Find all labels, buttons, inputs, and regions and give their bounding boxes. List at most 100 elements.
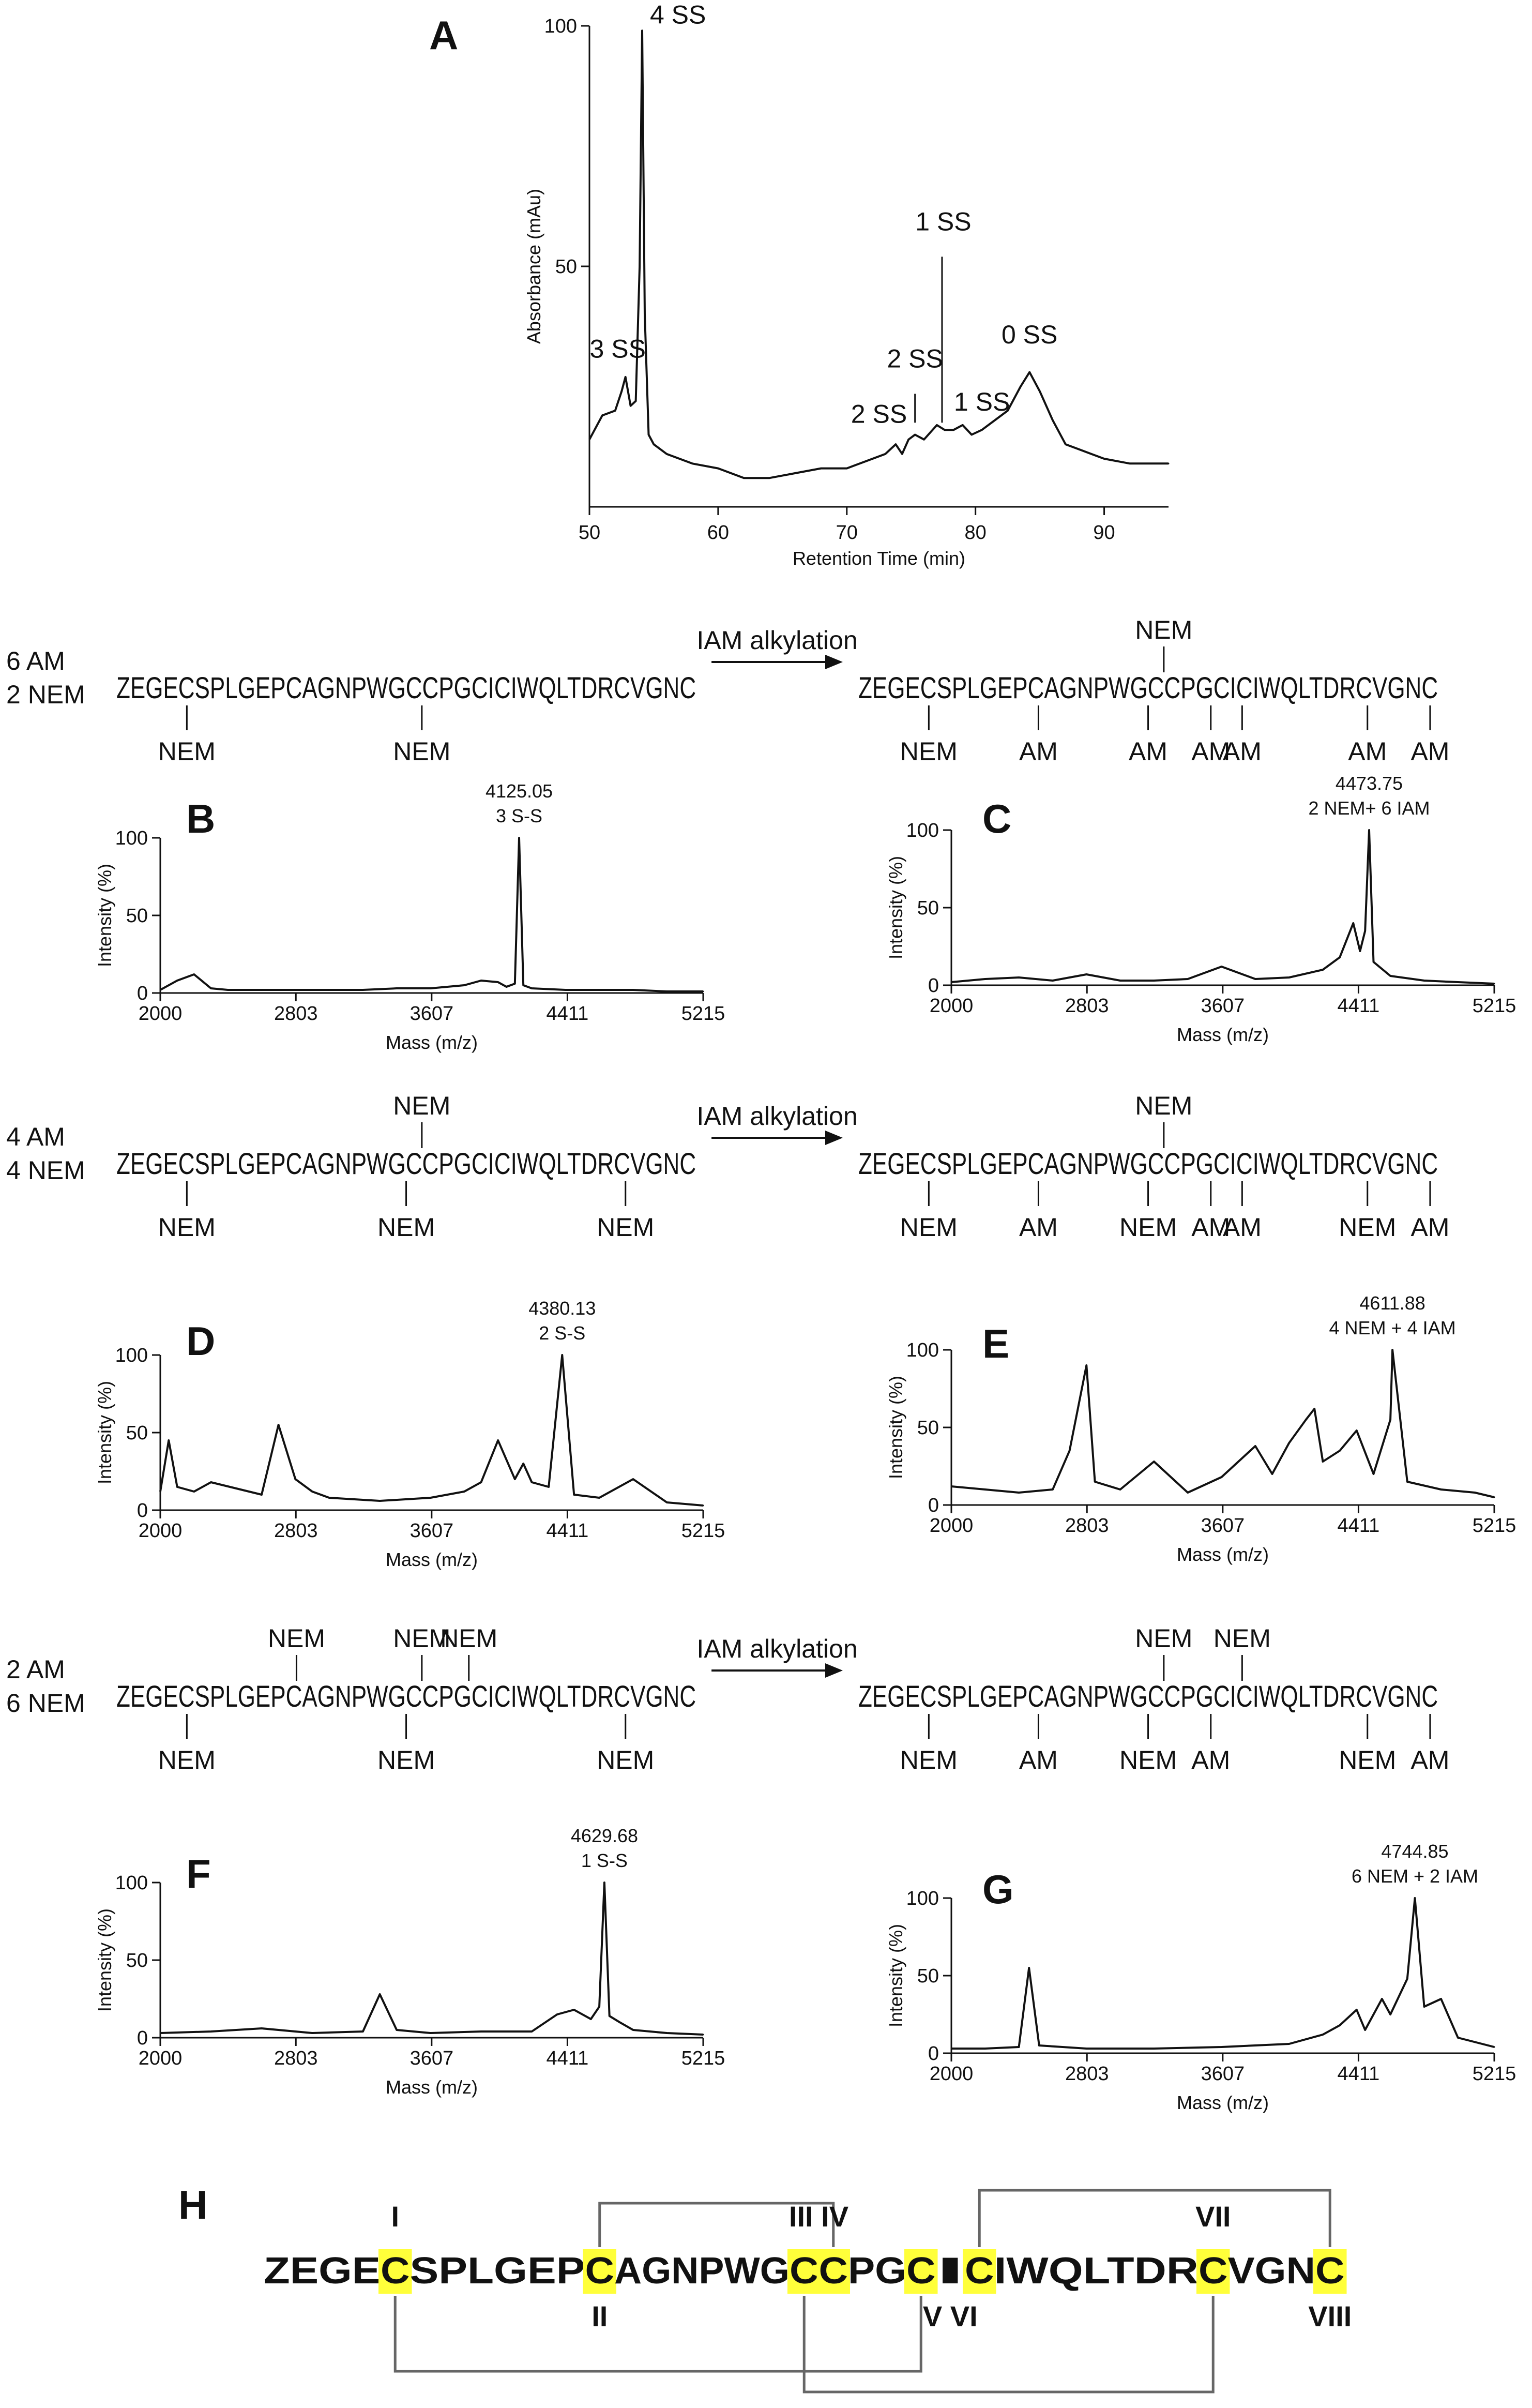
- y-tick-label-g: 100: [906, 1888, 939, 1909]
- panel-letter-h: H: [178, 2182, 207, 2228]
- data-point-a: [846, 468, 848, 470]
- cysteine-highlight: [1196, 2249, 1230, 2294]
- modification-label: NEM: [1119, 1745, 1177, 1774]
- data-point-g: [1085, 2048, 1087, 2050]
- x-tick-label-e: 5215: [1473, 1515, 1516, 1537]
- data-point-g: [1493, 2046, 1495, 2048]
- data-point-f: [210, 2030, 212, 2033]
- x-tick-label-f: 5215: [681, 2048, 725, 2069]
- data-point-b: [430, 987, 432, 989]
- data-point-a: [794, 472, 796, 474]
- series-line-d: [159, 1354, 704, 1507]
- nem-count-label: 6 NEM: [6, 1689, 85, 1718]
- data-point-f: [666, 2032, 668, 2034]
- data-point-f: [531, 2030, 533, 2033]
- data-point-b: [702, 990, 704, 992]
- series-line-f: [160, 1882, 704, 2036]
- data-point-e: [1069, 1450, 1071, 1452]
- peak-mass-label-c: 4473.75: [1336, 773, 1403, 794]
- x-tick-label-c: 3607: [1201, 995, 1245, 1017]
- data-point-a: [647, 434, 649, 435]
- data-point-g: [950, 2048, 952, 2050]
- y-tick-label-e: 100: [906, 1340, 939, 1361]
- data-point-a: [588, 439, 590, 441]
- data-point-e: [1356, 1429, 1358, 1432]
- x-tick-label-f: 3607: [410, 2048, 454, 2069]
- data-point-a: [894, 443, 897, 445]
- alkylation-arrowhead: [825, 655, 843, 669]
- x-tick-label-g: 2803: [1065, 2063, 1109, 2085]
- x-axis-label-d: Mass (m/z): [386, 1549, 478, 1570]
- y-tick-label-b: 0: [137, 983, 148, 1004]
- panel-letter-a: A: [429, 12, 458, 58]
- data-point-d: [598, 1497, 600, 1499]
- data-point-d: [168, 1439, 170, 1441]
- modification-label: NEM: [1135, 1624, 1192, 1653]
- data-point-g: [1423, 2006, 1425, 2008]
- data-point-d: [193, 1491, 195, 1493]
- sequence-segment: I: [936, 2250, 965, 2292]
- data-point-c: [1493, 983, 1495, 985]
- data-point-c: [1359, 950, 1361, 952]
- x-tick-label-a: 60: [707, 522, 729, 544]
- cysteine-residue: C: [819, 2250, 848, 2292]
- data-point-b: [396, 987, 398, 989]
- y-tick-label-c: 0: [928, 975, 939, 997]
- disulfide-bond-i-v: [393, 2296, 922, 2373]
- data-point-b: [227, 989, 229, 991]
- data-point-g: [1381, 1998, 1383, 2000]
- y-axis-label-c: Intensity (%): [885, 856, 906, 959]
- cysteine-residue: C: [906, 2250, 936, 2292]
- data-point-c: [1352, 922, 1354, 924]
- x-tick-label-c: 2000: [930, 995, 974, 1017]
- x-tick-label-b: 2803: [274, 1003, 318, 1025]
- data-point-a: [944, 429, 946, 431]
- data-point-e: [950, 1485, 952, 1487]
- x-axis-label-c: Mass (m/z): [1177, 1024, 1269, 1045]
- data-point-a: [1052, 419, 1054, 422]
- peptide-sequence-right: ZEGECSPLGEPCAGNPWGCCPGCICIWQLTDRCVGNC: [858, 671, 1438, 705]
- data-point-a: [653, 443, 655, 445]
- data-point-a: [665, 453, 668, 455]
- cysteine-highlight: [816, 2249, 850, 2294]
- data-point-e: [1271, 1473, 1273, 1475]
- series-line-e: [951, 1349, 1495, 1498]
- peak-annotation-g: 6 NEM + 2 IAM: [1352, 1865, 1478, 1887]
- modification-label: AM: [1019, 1213, 1058, 1242]
- peak-annotation-a: 1 SS: [954, 387, 1010, 416]
- modification-label: AM: [1223, 737, 1262, 766]
- modification-label: NEM: [900, 737, 958, 766]
- x-axis-label-g: Mass (m/z): [1177, 2092, 1269, 2113]
- modification-label: NEM: [377, 1213, 435, 1242]
- data-point-f: [702, 2034, 704, 2036]
- modification-label: AM: [1410, 1213, 1449, 1242]
- data-point-d: [328, 1497, 330, 1499]
- data-point-d: [548, 1486, 550, 1488]
- cysteine-numeral: VIII: [1308, 2300, 1352, 2332]
- cysteine-residue: C: [1199, 2250, 1228, 2292]
- data-point-e: [1389, 1419, 1391, 1421]
- data-point-f: [396, 2029, 398, 2031]
- disulfide-bond-iii-vii: [802, 2296, 1215, 2394]
- x-tick-label-e: 2803: [1065, 1515, 1109, 1537]
- series-line-b: [160, 837, 703, 992]
- modification-label: AM: [1019, 737, 1058, 766]
- peak-annotation-b: 3 S-S: [496, 805, 542, 826]
- data-point-f: [480, 2030, 482, 2033]
- modification-label: NEM: [1135, 1091, 1192, 1120]
- panel-letter-b: B: [186, 796, 215, 841]
- data-point-a: [994, 419, 996, 422]
- data-point-e: [1153, 1461, 1155, 1463]
- data-point-d: [159, 1491, 161, 1493]
- data-point-e: [1221, 1476, 1223, 1478]
- data-point-a: [743, 477, 745, 479]
- x-tick-label-g: 5215: [1473, 2063, 1516, 2085]
- alkylation-label: IAM alkylation: [696, 1102, 857, 1131]
- am-count-label: 4 AM: [6, 1122, 65, 1151]
- sequence-segment: ZEGE: [264, 2250, 381, 2292]
- data-point-c: [1368, 829, 1370, 831]
- data-point-b: [159, 989, 161, 991]
- modification-label: AM: [1348, 737, 1387, 766]
- data-point-e: [1119, 1488, 1121, 1491]
- peptide-sequence-left: ZEGECSPLGEPCAGNPWGCCPGCICIWQLTDRCVGNC: [116, 1680, 696, 1713]
